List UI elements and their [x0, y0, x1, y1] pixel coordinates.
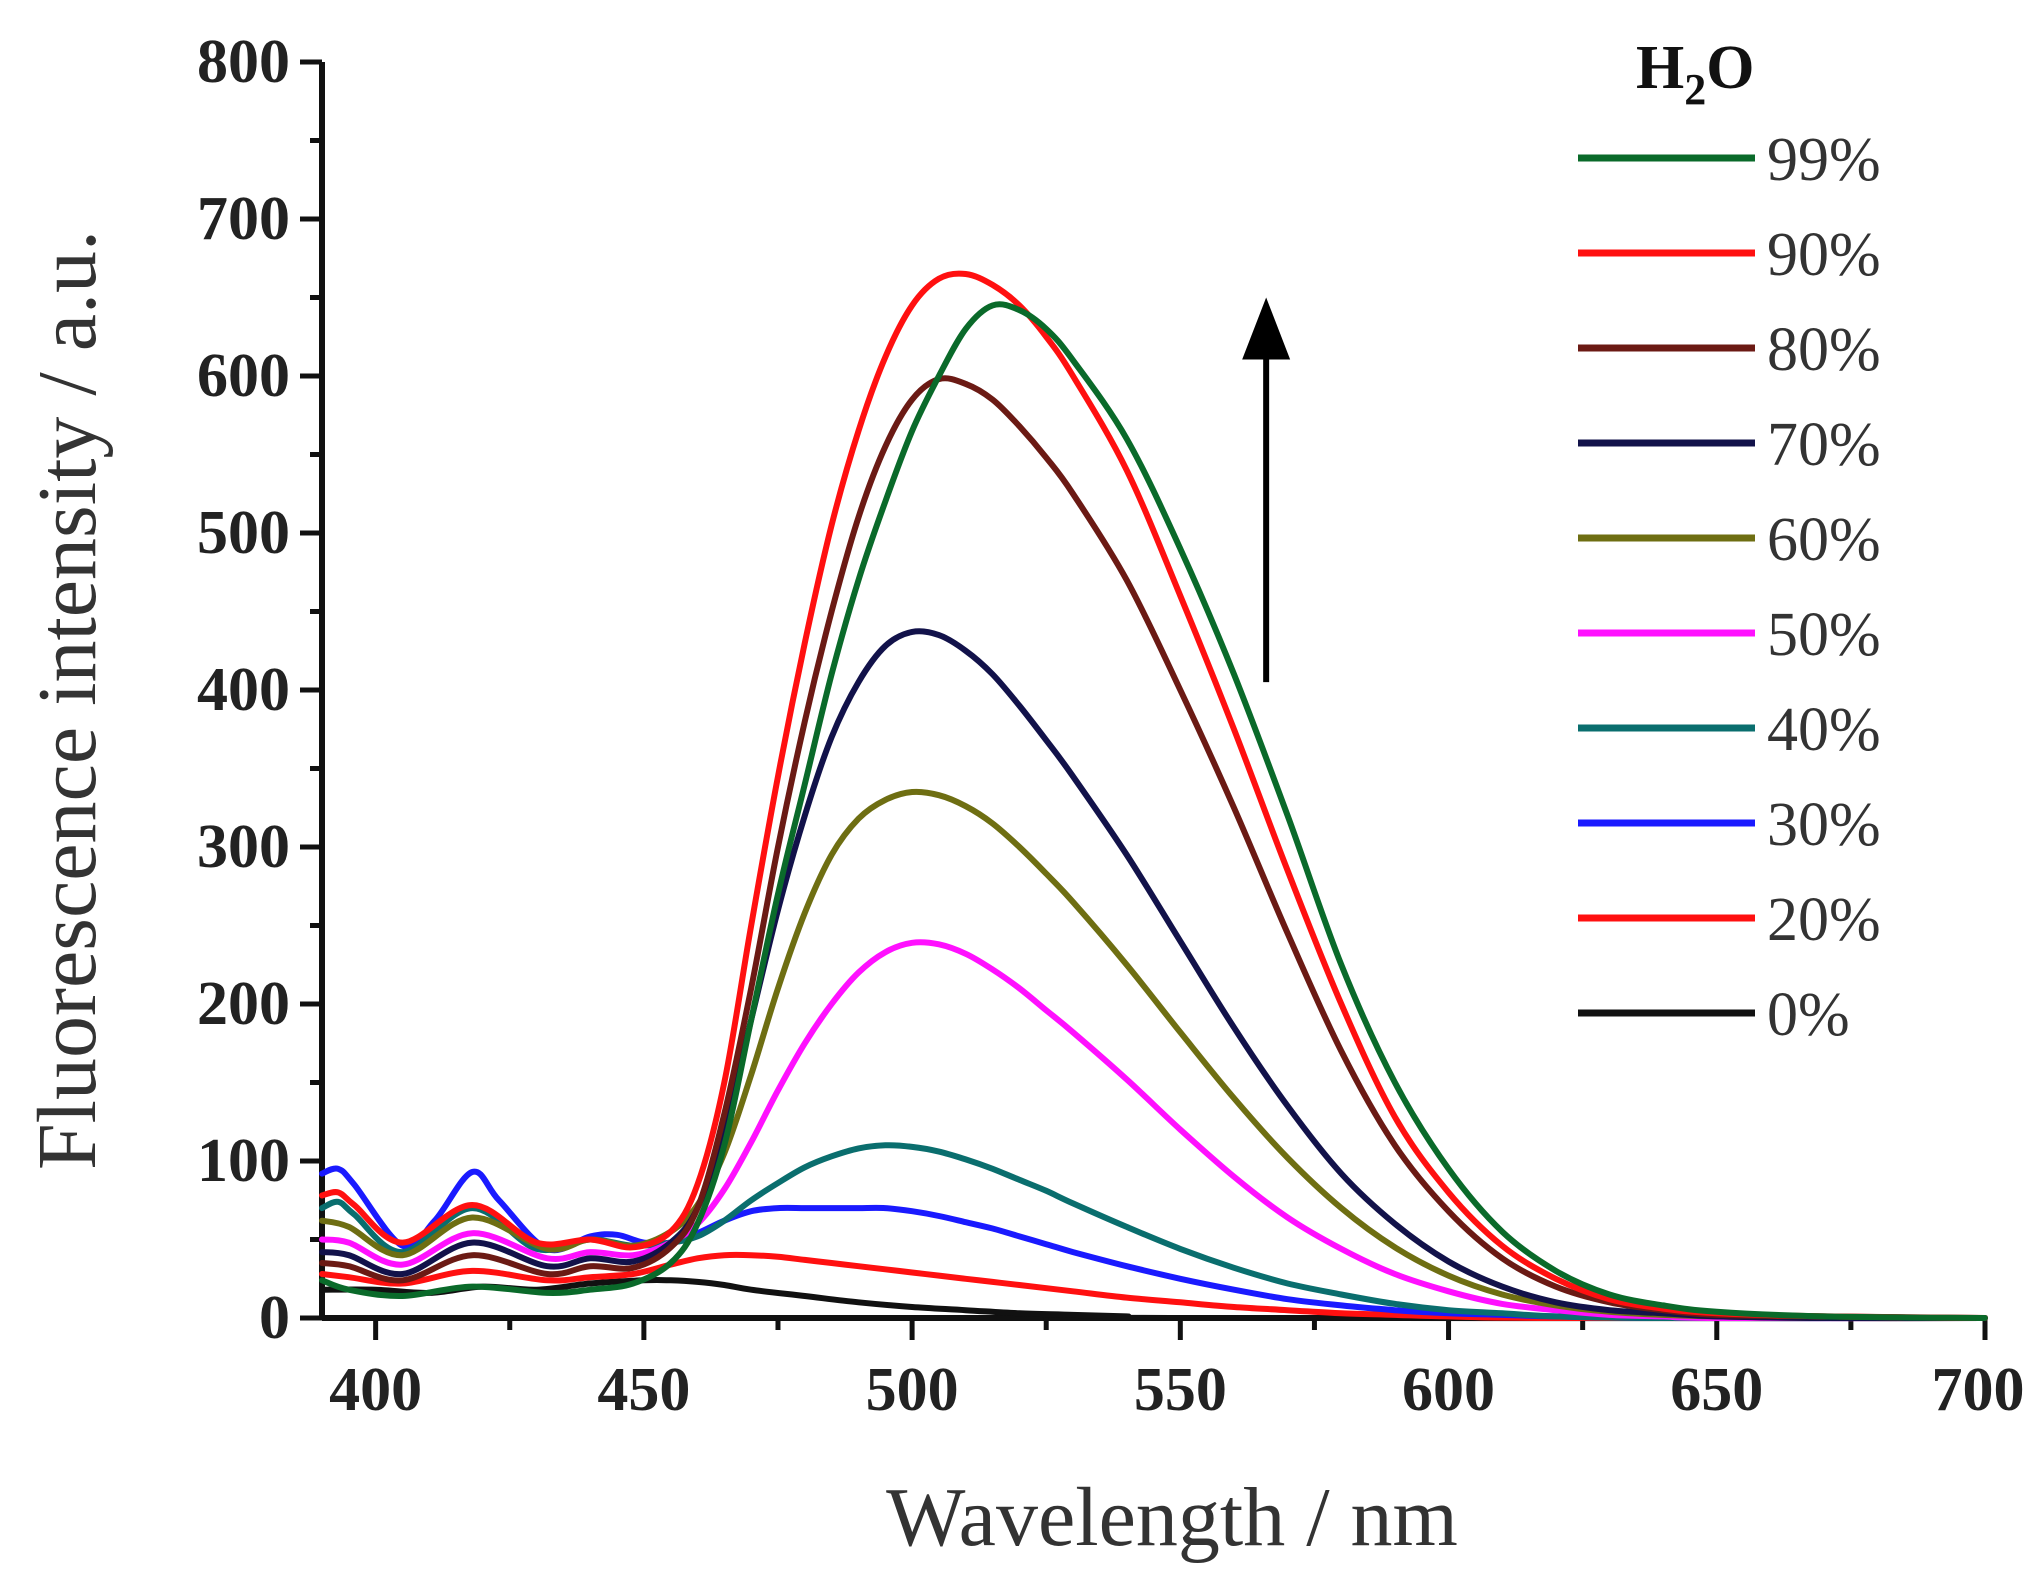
x-tick-label: 450: [597, 1356, 690, 1424]
y-tick-label: 700: [197, 185, 290, 253]
y-tick-label: 100: [197, 1127, 290, 1195]
x-tick-label: 650: [1670, 1356, 1763, 1424]
x-axis-title: Wavelength / nm: [886, 1471, 1458, 1564]
series-line-30pct: [319, 1165, 1988, 1322]
y-tick-label: 600: [197, 342, 290, 410]
y-tick-label: 0: [259, 1284, 290, 1352]
series-line-90pct: [319, 270, 1988, 1321]
legend-title-subscript: 2: [1684, 65, 1706, 114]
series-group: [319, 270, 1988, 1322]
series-line-70pct: [319, 628, 1988, 1322]
legend-label: 80%: [1767, 316, 1881, 384]
legend-label: 60%: [1767, 506, 1881, 574]
legend-label: 50%: [1767, 601, 1881, 669]
x-tick-label: 400: [329, 1356, 422, 1424]
x-tick-label: 700: [1932, 1356, 2025, 1424]
x-tick-label: 600: [1402, 1356, 1495, 1424]
series-line-20pct: [319, 1251, 1988, 1322]
legend-title-end: O: [1706, 34, 1754, 102]
x-tick-label: 500: [866, 1356, 959, 1424]
legend-title: H2O: [1636, 34, 1754, 114]
y-tick-label: 400: [197, 656, 290, 724]
series-line-80pct: [319, 375, 1988, 1321]
tick-labels-group: 0 100 200 300 400 500 600 700 800 400 450 500 550 600…: [197, 28, 2025, 1424]
y-tick-label: 500: [197, 499, 290, 567]
legend-label: 90%: [1767, 221, 1881, 289]
legend-label: 20%: [1767, 886, 1881, 954]
y-tick-label: 200: [197, 970, 290, 1038]
y-axis-title: Fluorescence intensity / a.u.: [21, 230, 114, 1170]
legend-label: 40%: [1767, 696, 1881, 764]
legend-label: 99%: [1767, 126, 1881, 194]
legend-label: 0%: [1767, 981, 1850, 1049]
y-tick-label: 300: [197, 813, 290, 881]
series-line-99pct: [319, 301, 1988, 1321]
legend-title-main: H: [1636, 34, 1684, 102]
legend-label: 70%: [1767, 411, 1881, 479]
legend-label: 30%: [1767, 791, 1881, 859]
annotation-group: [1242, 297, 1291, 683]
x-tick-label: 550: [1134, 1356, 1227, 1424]
series-line-50pct: [319, 939, 1988, 1322]
arrow-up-icon: [1242, 297, 1291, 360]
y-tick-label: 800: [197, 28, 290, 96]
